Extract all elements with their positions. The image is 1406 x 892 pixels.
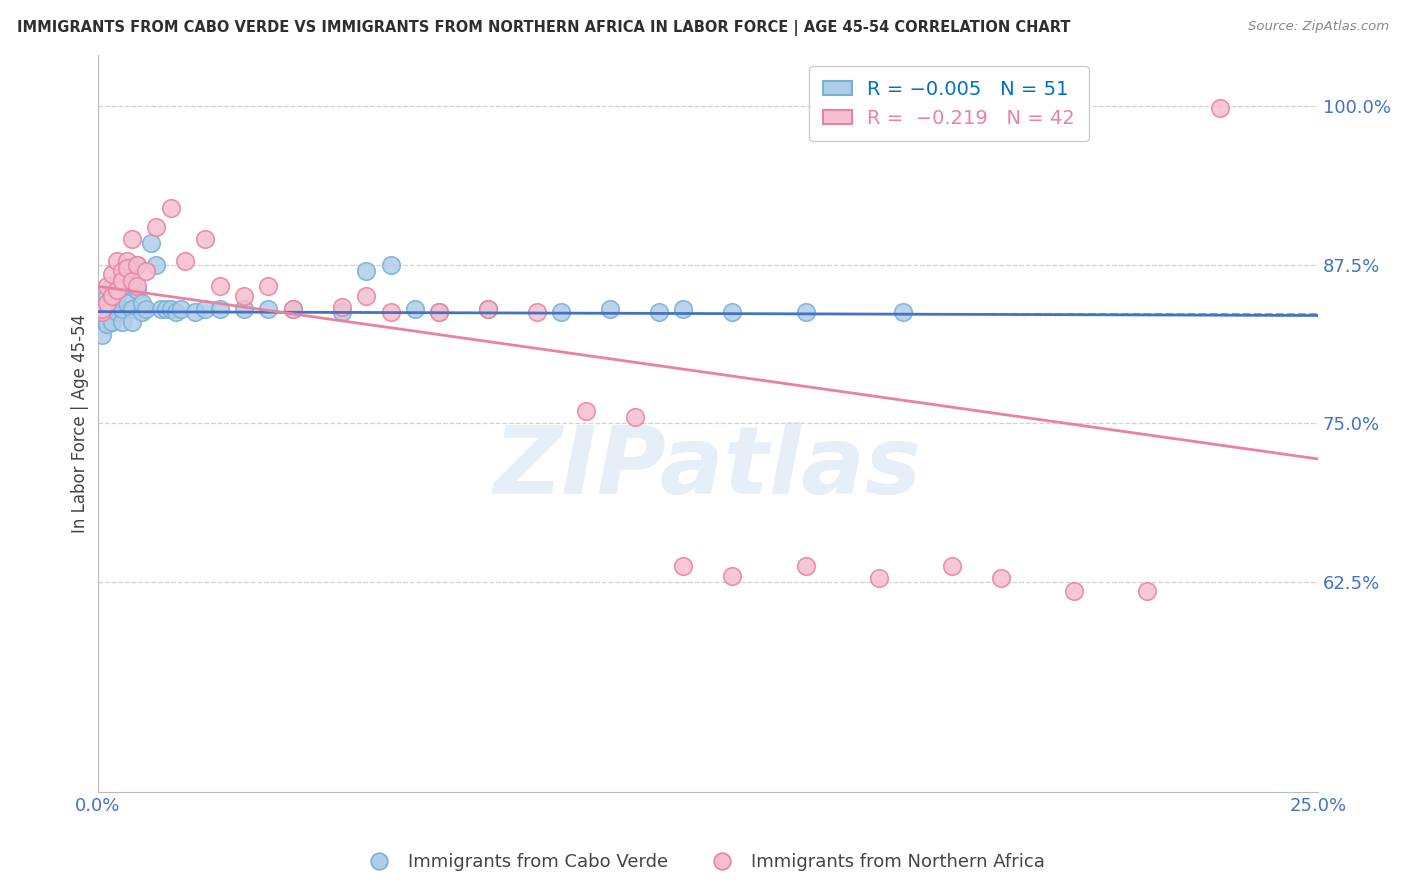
Point (427, 304, 450, 318)
Point (115, 264, 138, 278)
Point (105, 283, 128, 297)
Point (233, 289, 256, 303)
Point (354, 264, 377, 278)
Point (257, 302, 280, 317)
Point (184, 304, 207, 318)
Text: ZIPatlas: ZIPatlas (494, 422, 922, 514)
Point (721, 304, 744, 318)
Point (101, 289, 124, 303)
Point (526, 304, 548, 318)
Point (174, 253, 197, 268)
Point (208, 302, 231, 317)
Point (105, 286, 128, 301)
Text: Source: ZipAtlas.com: Source: ZipAtlas.com (1249, 20, 1389, 33)
Point (131, 295, 153, 310)
Legend: Immigrants from Cabo Verde, Immigrants from Northern Africa: Immigrants from Cabo Verde, Immigrants f… (354, 847, 1052, 879)
Point (101, 295, 124, 310)
Point (550, 304, 572, 318)
Point (159, 201, 181, 215)
Point (159, 302, 181, 317)
Point (121, 274, 143, 288)
Point (672, 558, 695, 573)
Point (891, 304, 914, 318)
Point (281, 302, 304, 317)
Point (101, 315, 124, 329)
Point (794, 304, 817, 318)
Point (868, 571, 890, 585)
Point (101, 279, 124, 293)
Point (135, 264, 157, 278)
Point (91, 304, 114, 318)
Point (941, 558, 963, 573)
Text: IMMIGRANTS FROM CABO VERDE VS IMMIGRANTS FROM NORTHERN AFRICA IN LABOR FORCE | A: IMMIGRANTS FROM CABO VERDE VS IMMIGRANTS… (17, 20, 1070, 36)
Point (672, 302, 695, 317)
Point (101, 267, 124, 281)
Point (111, 264, 134, 278)
Point (96, 279, 118, 293)
Point (141, 236, 163, 251)
Point (121, 279, 143, 293)
Point (404, 302, 426, 317)
Point (121, 302, 143, 317)
Point (115, 295, 138, 310)
Point (477, 302, 499, 317)
Point (427, 304, 450, 318)
Point (105, 253, 128, 268)
Point (155, 302, 177, 317)
Point (257, 279, 280, 293)
Point (131, 304, 153, 318)
Point (623, 410, 645, 425)
Point (330, 300, 353, 314)
Point (281, 302, 304, 317)
Point (477, 302, 499, 317)
Point (105, 295, 128, 310)
Point (380, 304, 402, 318)
Point (990, 571, 1012, 585)
Point (1136, 584, 1159, 599)
Point (721, 569, 744, 583)
Point (330, 304, 353, 318)
Y-axis label: In Labor Force | Age 45-54: In Labor Force | Age 45-54 (72, 314, 89, 533)
Point (1209, 102, 1232, 116)
Point (135, 302, 157, 317)
Point (96, 295, 118, 310)
Point (111, 274, 134, 288)
Point (91, 304, 114, 318)
Point (115, 261, 138, 276)
Point (150, 302, 173, 317)
Point (91, 327, 114, 342)
Point (125, 279, 148, 293)
Point (91, 302, 114, 317)
Point (96, 289, 118, 303)
Point (96, 318, 118, 332)
Point (194, 232, 217, 246)
Point (1063, 584, 1085, 599)
Point (599, 302, 621, 317)
Point (354, 289, 377, 303)
Point (125, 258, 148, 272)
Point (169, 302, 191, 317)
Point (121, 232, 143, 246)
Point (794, 558, 817, 573)
Point (233, 302, 256, 317)
Point (125, 258, 148, 272)
Point (145, 219, 167, 234)
Point (165, 304, 187, 318)
Point (145, 258, 167, 272)
Point (111, 302, 134, 317)
Point (121, 315, 143, 329)
Point (125, 283, 148, 297)
Point (105, 304, 128, 318)
Point (208, 279, 231, 293)
Point (111, 274, 134, 288)
Point (575, 403, 598, 417)
Point (96, 302, 118, 317)
Legend: R = −0.005   N = 51, R =  −0.219   N = 42: R = −0.005 N = 51, R = −0.219 N = 42 (808, 66, 1088, 141)
Point (648, 304, 671, 318)
Point (111, 315, 134, 329)
Point (91, 309, 114, 323)
Point (380, 258, 402, 272)
Point (194, 302, 217, 317)
Point (115, 253, 138, 268)
